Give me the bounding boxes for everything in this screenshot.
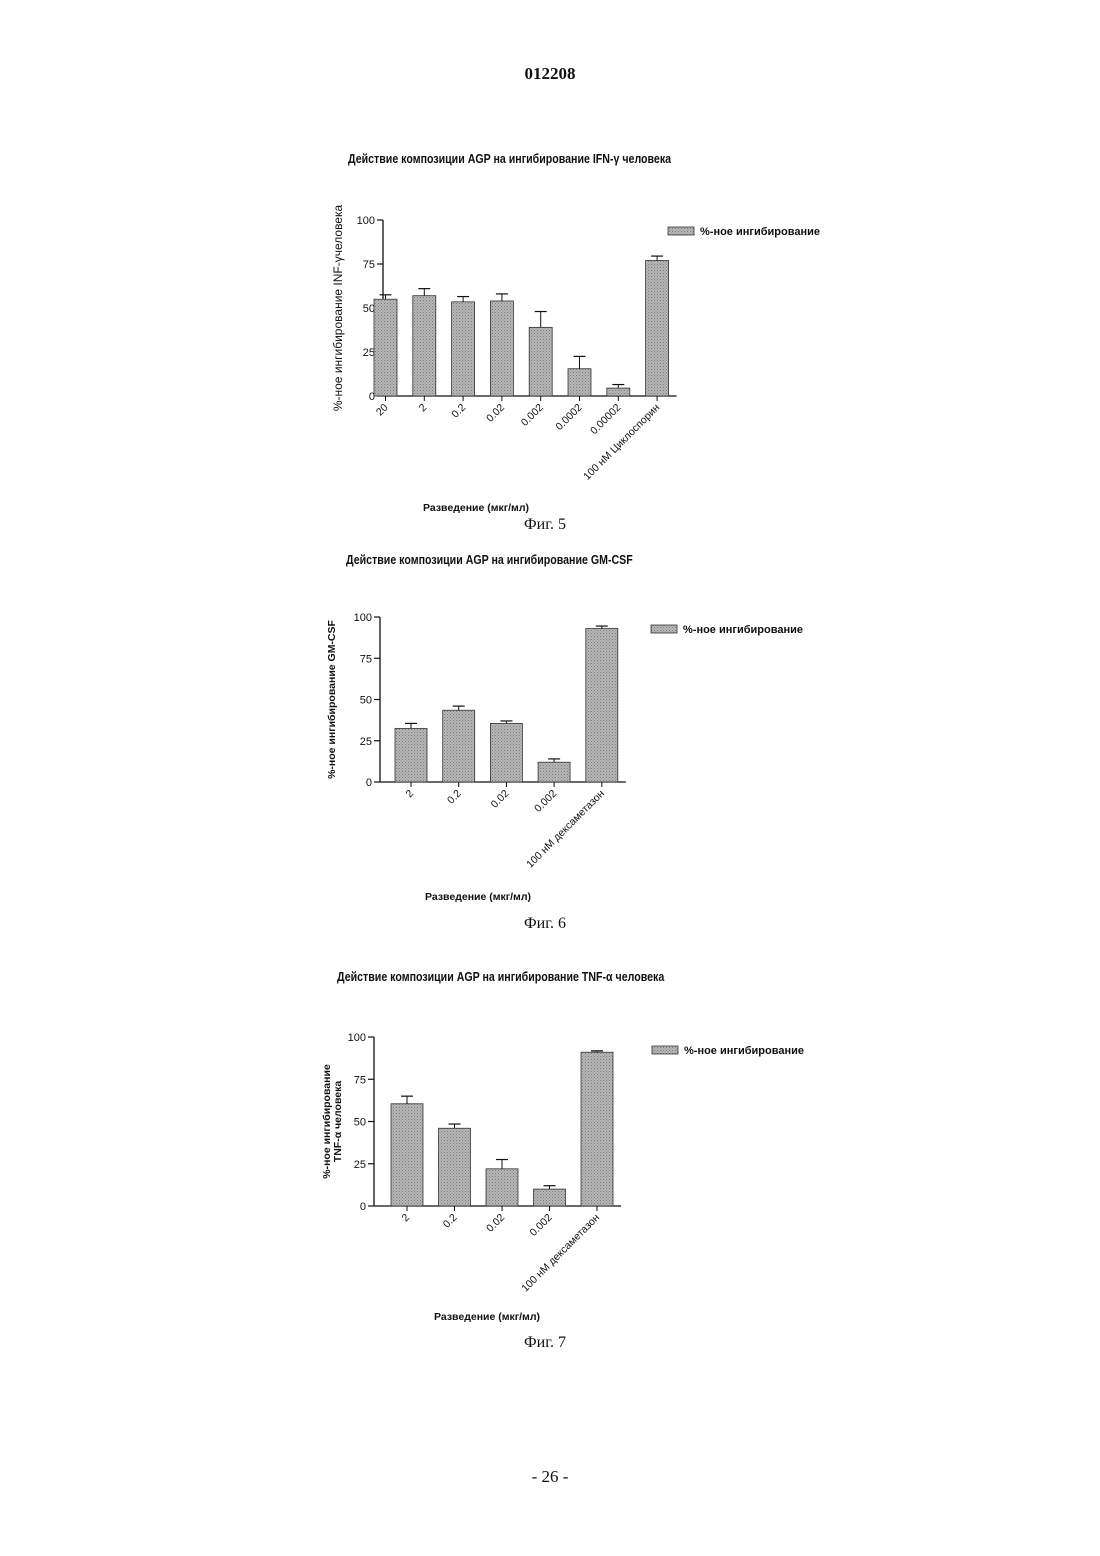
y-tick-label: 25 xyxy=(354,1159,366,1171)
y-axis-label: TNF-α человека xyxy=(332,1081,344,1163)
x-tick-label: 0.2 xyxy=(441,1212,460,1231)
bar xyxy=(581,1052,613,1206)
y-tick-label: 50 xyxy=(354,1117,366,1129)
x-tick-label: 0.02 xyxy=(484,1212,507,1235)
y-tick-label: 75 xyxy=(354,1074,366,1086)
x-tick-label: 100 нМ дексаметазон xyxy=(519,1211,602,1294)
y-tick-label: 100 xyxy=(348,1032,366,1044)
chart-fig7: 0 25 50 75 100 2 0.2 0.02 0.002100 нМ дексаметаз… xyxy=(0,0,1100,1380)
page-number: - 26 - xyxy=(0,1467,1100,1487)
bar xyxy=(439,1128,471,1206)
figure-caption-fig7: Фиг. 7 xyxy=(524,1334,566,1352)
x-tick-label: 0.002 xyxy=(528,1212,555,1239)
x-tick-label: 2 xyxy=(400,1212,413,1225)
legend-label: %-ное ингибирование xyxy=(684,1045,804,1057)
legend-swatch xyxy=(652,1046,678,1054)
y-tick-label: 0 xyxy=(360,1201,366,1213)
bar xyxy=(391,1104,423,1206)
bar xyxy=(534,1189,566,1206)
x-axis-label: Разведение (мкг/мл) xyxy=(434,1311,540,1323)
bar xyxy=(486,1169,518,1206)
